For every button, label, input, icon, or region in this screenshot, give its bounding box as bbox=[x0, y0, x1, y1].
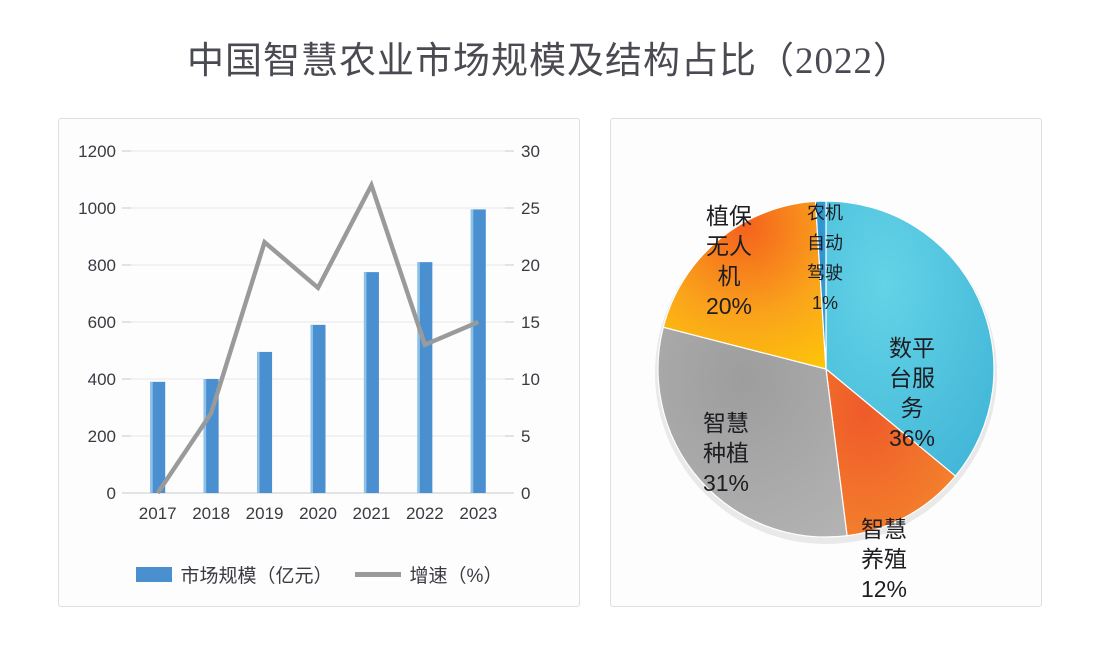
x-axis-tick-label: 2017 bbox=[139, 504, 177, 523]
left-axis-tick-label: 600 bbox=[88, 313, 116, 332]
pie-slices bbox=[655, 200, 997, 544]
right-axis-tick-label: 30 bbox=[521, 142, 540, 161]
right-axis-tick-label: 15 bbox=[521, 313, 540, 332]
pie-slice[interactable] bbox=[825, 367, 957, 537]
x-axis-tick-label: 2019 bbox=[246, 504, 284, 523]
bar-series bbox=[150, 209, 486, 494]
left-axis-tick-label: 1000 bbox=[78, 199, 116, 218]
bar-highlight bbox=[363, 272, 367, 493]
left-axis-tick-label: 1200 bbox=[78, 142, 116, 161]
left-axis-tick-label: 800 bbox=[88, 256, 116, 275]
x-axis-labels: 2017 2018 2019 2020 2021 2022 2023 bbox=[139, 504, 497, 523]
left-axis-tick-label: 400 bbox=[88, 370, 116, 389]
x-axis-tick-label: 2020 bbox=[299, 504, 337, 523]
pie-label-percent: 12% bbox=[861, 576, 907, 602]
legend-item-market-size[interactable]: 市场规模（亿元） bbox=[135, 561, 333, 588]
line-swatch-icon bbox=[354, 572, 401, 577]
bar[interactable] bbox=[363, 272, 379, 493]
right-axis-ticks: 0 5 10 15 20 25 30 bbox=[505, 142, 540, 503]
right-axis-tick-label: 10 bbox=[521, 370, 540, 389]
left-axis-tick-label: 200 bbox=[88, 427, 116, 446]
pie-slice[interactable] bbox=[657, 326, 848, 538]
growth-rate-polyline[interactable] bbox=[155, 179, 480, 495]
bar[interactable] bbox=[417, 262, 433, 493]
left-axis-ticks: 0 200 400 600 800 1000 1200 bbox=[78, 142, 131, 503]
bar-chart-legend: 市场规模（亿元） 增速（%） bbox=[59, 561, 579, 588]
legend-item-growth-rate[interactable]: 增速（%） bbox=[354, 561, 503, 588]
bar-highlight bbox=[310, 324, 313, 493]
page-title: 中国智慧农业市场规模及结构占比（2022） bbox=[187, 41, 911, 82]
bar[interactable] bbox=[310, 324, 326, 493]
pie-slice[interactable] bbox=[825, 200, 995, 477]
pie-slice[interactable] bbox=[662, 200, 827, 370]
bar-highlight bbox=[257, 351, 260, 493]
right-axis-tick-label: 25 bbox=[521, 199, 540, 218]
x-axis-tick-label: 2018 bbox=[192, 504, 230, 523]
pie-label-text: 养殖 bbox=[861, 546, 907, 572]
left-axis-tick-label: 0 bbox=[107, 484, 116, 503]
right-axis-tick-label: 20 bbox=[521, 256, 540, 275]
legend-label-market-size: 市场规模（亿元） bbox=[180, 566, 333, 587]
bar-highlight bbox=[417, 262, 420, 493]
bar[interactable] bbox=[470, 209, 486, 494]
right-axis-tick-label: 0 bbox=[521, 484, 530, 503]
bar-highlight bbox=[203, 379, 207, 493]
bar-swatch-icon bbox=[135, 567, 172, 582]
bar[interactable] bbox=[257, 351, 273, 493]
legend-label-growth-rate: 增速（%） bbox=[409, 566, 503, 587]
x-axis-tick-label: 2023 bbox=[459, 504, 497, 523]
bar-chart-panel: 0 200 400 600 800 1000 1200 0 5 10 15 20 25 30 2017 2… bbox=[58, 118, 580, 607]
growth-line-series bbox=[155, 179, 480, 495]
pie-slice[interactable] bbox=[814, 200, 827, 370]
bar-highlight bbox=[150, 381, 153, 493]
right-axis-tick-label: 5 bbox=[521, 427, 530, 446]
pie-chart-panel: 数平 台服务 36% 智慧 养殖 12% 智慧 种植 31% 植保 无人机 20% 农机 自动 驾驶 1% bbox=[610, 118, 1042, 607]
bar[interactable] bbox=[150, 381, 166, 493]
bar-highlight bbox=[470, 209, 474, 494]
x-axis-tick-label: 2022 bbox=[406, 504, 444, 523]
x-axis-tick-label: 2021 bbox=[353, 504, 391, 523]
